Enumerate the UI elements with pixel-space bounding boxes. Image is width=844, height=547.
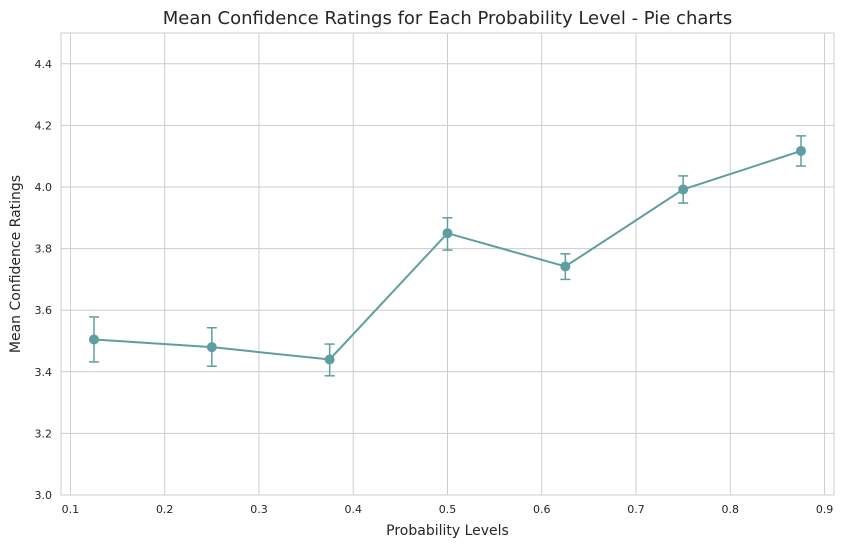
y-axis-label: Mean Confidence Ratings bbox=[8, 175, 24, 353]
chart-title: Mean Confidence Ratings for Each Probabi… bbox=[163, 8, 732, 29]
x-tick-label: 0.1 bbox=[62, 503, 80, 516]
data-point bbox=[678, 184, 689, 195]
data-point bbox=[560, 261, 571, 272]
x-tick-label: 0.2 bbox=[156, 503, 174, 516]
data-point bbox=[206, 342, 217, 353]
axis-layer: 0.1 0.2 0.3 0.4 0.5 0.6 0.7 0.8 0.9 3.0 3.2 3.4 3.6 3… bbox=[35, 58, 834, 516]
grid-layer bbox=[61, 33, 834, 496]
y-tick-label: 3.4 bbox=[35, 366, 53, 379]
y-tick-label: 4.0 bbox=[35, 181, 53, 194]
y-tick-label: 3.0 bbox=[35, 489, 53, 502]
series-layer bbox=[88, 135, 807, 377]
y-tick-label: 3.6 bbox=[35, 304, 53, 317]
x-tick-label: 0.5 bbox=[439, 503, 457, 516]
data-point bbox=[324, 354, 335, 365]
x-axis-label: Probability Levels bbox=[386, 523, 509, 539]
data-point bbox=[442, 228, 453, 239]
y-tick-label: 3.2 bbox=[35, 427, 53, 440]
y-tick-label: 3.8 bbox=[35, 243, 53, 256]
y-tick-label: 4.2 bbox=[35, 119, 53, 132]
x-tick-label: 0.6 bbox=[533, 503, 551, 516]
data-point bbox=[796, 145, 807, 156]
x-tick-label: 0.4 bbox=[344, 503, 362, 516]
data-point bbox=[88, 334, 99, 345]
x-tick-label: 0.3 bbox=[250, 503, 268, 516]
y-tick-label: 4.4 bbox=[35, 58, 53, 71]
x-tick-label: 0.8 bbox=[722, 503, 740, 516]
x-tick-label: 0.7 bbox=[627, 503, 645, 516]
x-tick-label: 0.9 bbox=[816, 503, 834, 516]
